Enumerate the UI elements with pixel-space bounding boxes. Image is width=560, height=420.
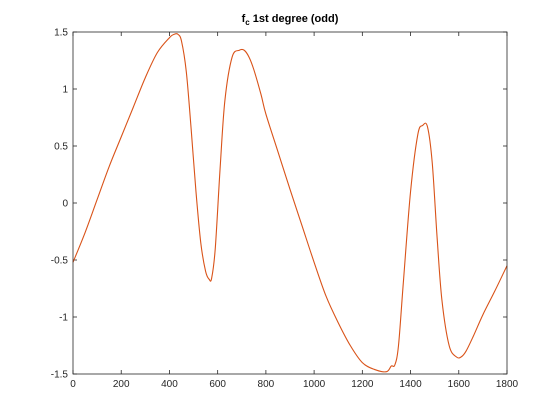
x-tick-label: 200	[113, 379, 130, 390]
plot-area	[73, 32, 507, 374]
y-tick-label: -1.5	[51, 370, 69, 381]
series-layer	[72, 33, 508, 373]
y-tick-label: 0.5	[54, 142, 68, 153]
x-tick-label: 800	[258, 379, 275, 390]
axes: 0 200 400 600 800 1000 1200 1400 1600 1800 -1.5 -1 -…	[51, 28, 519, 391]
chart-title-subscript: c	[245, 18, 250, 27]
chart-title-prefix: f	[242, 13, 246, 25]
series-line	[72, 33, 508, 373]
x-tick-label: 1200	[351, 379, 374, 390]
x-tick-label: 1000	[303, 379, 326, 390]
y-tick-label: 1	[62, 85, 68, 96]
x-tick-label: 600	[209, 379, 226, 390]
x-tick-label: 1400	[399, 379, 422, 390]
x-tick-label: 0	[70, 379, 76, 390]
chart-title-suffix: 1st degree (odd)	[250, 13, 339, 25]
y-tick-label: -0.5	[51, 256, 69, 267]
y-tick-label: -1	[59, 313, 68, 324]
y-tick-label: 0	[62, 199, 68, 210]
x-tick-label: 1600	[448, 379, 471, 390]
y-tick-label: 1.5	[54, 28, 68, 39]
x-tick-label: 1800	[496, 379, 519, 390]
plot-box	[72, 31, 508, 375]
x-tick-label: 400	[161, 379, 178, 390]
chart-title: fc 1st degree (odd)	[242, 13, 339, 27]
